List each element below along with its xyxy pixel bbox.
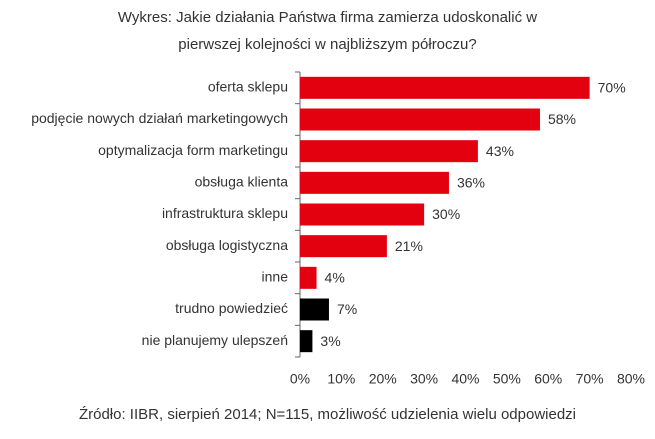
x-tick-label: 20% (369, 371, 397, 387)
x-tick-label: 80% (617, 371, 645, 387)
bar (300, 140, 478, 163)
value-label: 4% (325, 270, 345, 286)
x-tick-label: 50% (493, 371, 521, 387)
y-tick-label: nie planujemy ulepszeń (142, 332, 288, 348)
y-tick-label: infrastruktura sklepu (162, 205, 288, 221)
chart-title: Wykres: Jakie działania Państwa firma za… (117, 9, 538, 53)
value-label: 36% (457, 175, 485, 191)
value-label: 58% (548, 111, 576, 127)
bar (300, 298, 329, 321)
y-tick-label: obsługa klienta (195, 174, 289, 190)
x-tick-label: 0% (290, 371, 310, 387)
x-tick-label: 40% (451, 371, 479, 387)
y-tick-label: podjęcie nowych działań marketingowych (31, 110, 288, 126)
value-label: 30% (432, 206, 460, 222)
x-tick-label: 70% (576, 371, 604, 387)
bar (300, 235, 387, 258)
y-tick-label: inne (262, 269, 289, 285)
y-tick-label: optymalizacja form marketingu (98, 142, 288, 158)
y-tick-label: oferta sklepu (208, 79, 288, 95)
bar (300, 108, 540, 131)
value-label: 7% (337, 301, 357, 317)
bar (300, 76, 590, 99)
y-tick-label: obsługa logistyczna (166, 237, 288, 253)
bar (300, 203, 425, 226)
x-tick-label: 10% (327, 371, 355, 387)
source-note: Źródło: IIBR, sierpień 2014; N=115, możl… (78, 406, 577, 423)
x-tick-label: 30% (410, 371, 438, 387)
value-label: 3% (320, 333, 340, 349)
bar (300, 266, 317, 289)
value-label: 21% (395, 238, 423, 254)
value-label: 70% (598, 80, 626, 96)
bar (300, 330, 313, 353)
bar (300, 171, 449, 194)
value-label: 43% (486, 143, 514, 159)
y-tick-label: trudno powiedzieć (175, 300, 288, 316)
x-tick-label: 60% (534, 371, 562, 387)
